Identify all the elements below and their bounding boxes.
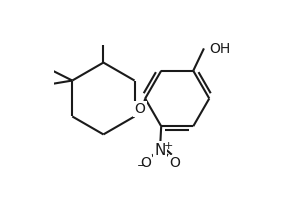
Text: N: N (155, 143, 166, 158)
Text: O: O (135, 102, 146, 116)
Text: O: O (169, 156, 180, 170)
Text: O: O (140, 156, 151, 170)
Text: +: + (164, 141, 173, 151)
Text: −: − (137, 161, 146, 171)
Text: OH: OH (209, 42, 230, 56)
